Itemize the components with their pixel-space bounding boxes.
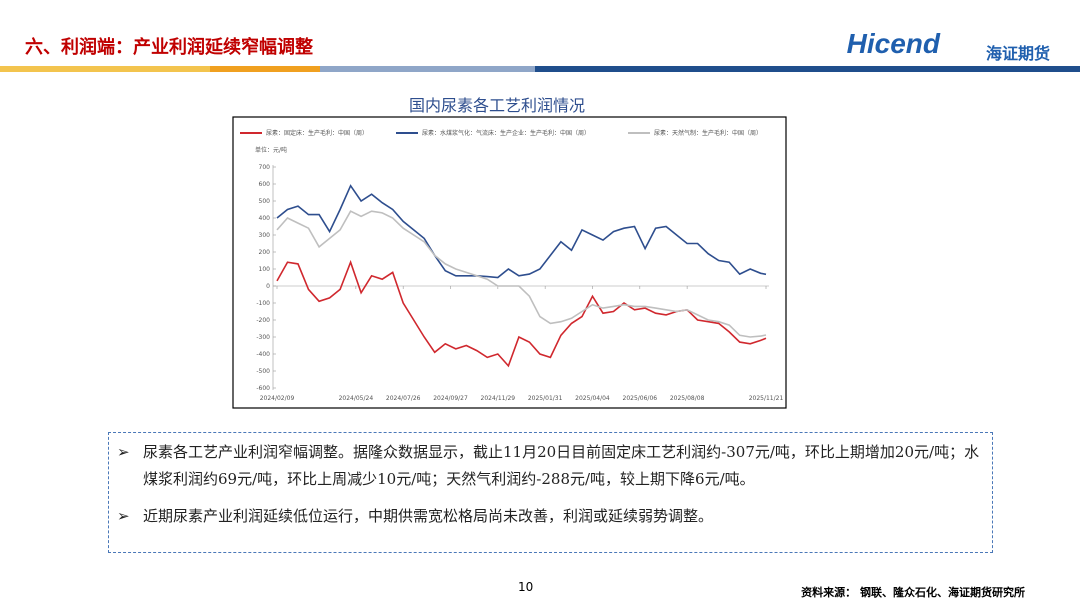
- x-tick-label: 2024/05/24: [339, 395, 374, 402]
- x-tick-label: 2024/07/26: [386, 395, 421, 402]
- y-tick-label: -400: [256, 351, 270, 358]
- y-tick-label: 400: [259, 215, 271, 222]
- stripe: [320, 66, 535, 72]
- chart-title-text: 国内尿素各工艺利润情况: [408, 96, 585, 115]
- bullet: ➢ 近期尿素产业利润延续低位运行，中期供需宽松格局尚未改善，利润或延续弱势调整。: [117, 503, 984, 530]
- chart-frame: [232, 116, 787, 409]
- slide-title: 六、利润端：产业利润延续窄幅调整: [25, 37, 313, 58]
- y-axis-label: 单位：元/吨: [255, 146, 287, 154]
- y-tick-label: 200: [259, 249, 271, 256]
- x-tick-label: 2024/11/29: [481, 395, 516, 402]
- stripe: [535, 66, 1080, 72]
- y-tick-label: -500: [256, 368, 270, 375]
- x-tick-label: 2025/06/06: [623, 395, 658, 402]
- y-tick-label: 100: [259, 266, 271, 273]
- y-tick-label: 700: [259, 164, 271, 171]
- bullet-box: ➢ 尿素各工艺产业利润窄幅调整。据隆众数据显示，截止11月20日目前固定床工艺利润…: [108, 432, 993, 553]
- y-tick-label: 600: [259, 181, 271, 188]
- y-tick-label: -200: [256, 317, 270, 324]
- x-tick-label: 2024/09/27: [433, 395, 468, 402]
- source: 资料来源： 钢联、隆众石化、海证期货研究所: [801, 586, 1025, 599]
- bullet: ➢ 尿素各工艺产业利润窄幅调整。据隆众数据显示，截止11月20日目前固定床工艺利润…: [117, 439, 984, 493]
- y-tick-label: 0: [266, 283, 270, 290]
- bullet-text: 近期尿素产业利润延续低位运行，中期供需宽松格局尚未改善，利润或延续弱势调整。: [143, 507, 714, 525]
- x-tick-label: 2025/01/31: [528, 395, 563, 402]
- bullet-marker: ➢: [117, 507, 130, 525]
- chart-title: 国内尿素各工艺利润情况: [0, 92, 1080, 116]
- page-number: 10: [518, 580, 534, 594]
- series-line: [276, 259, 767, 368]
- x-tick-label: 2025/08/08: [670, 395, 705, 402]
- y-tick-label: -100: [256, 300, 270, 307]
- x-tick-label: 2025/04/04: [575, 395, 610, 402]
- legend-label: 尿素：天然气制：生产毛利：中国（周）: [654, 129, 762, 137]
- stripe: [210, 66, 320, 72]
- y-tick-label: 300: [259, 232, 271, 239]
- stripe: [0, 66, 210, 72]
- series-line: [276, 184, 767, 279]
- y-tick-label: -600: [256, 385, 270, 392]
- legend-label: 尿素：固定床：生产毛利：中国（周）: [266, 129, 368, 137]
- legend-label: 尿素：水煤浆气化：气流床：生产企业：生产毛利：中国（周）: [422, 129, 590, 137]
- bullet-text: 尿素各工艺产业利润窄幅调整。据隆众数据显示，截止11月20日目前固定床工艺利润约…: [143, 443, 980, 488]
- logo: Hicend: [846, 28, 940, 59]
- logo-cn: 海证期货: [985, 44, 1050, 63]
- x-tick-label: 2024/02/09: [260, 395, 295, 402]
- y-tick-label: -300: [256, 334, 270, 341]
- y-tick-label: 500: [259, 198, 271, 205]
- x-tick-label: 2025/11/21: [749, 395, 784, 402]
- series-line: [276, 210, 767, 338]
- bullet-marker: ➢: [117, 443, 130, 461]
